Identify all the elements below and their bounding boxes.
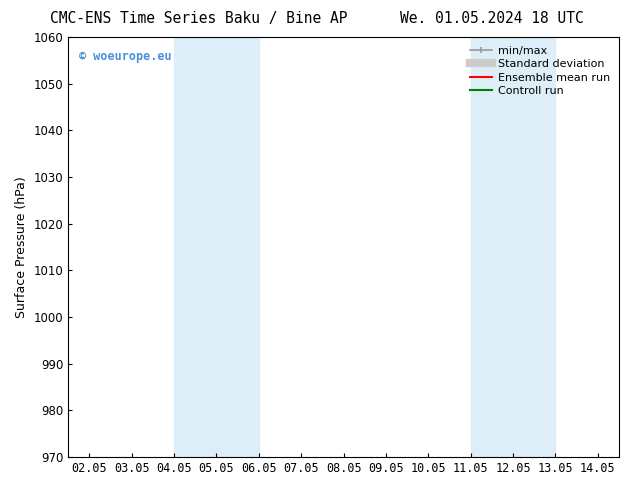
Text: CMC-ENS Time Series Baku / Bine AP      We. 01.05.2024 18 UTC: CMC-ENS Time Series Baku / Bine AP We. 0… [50, 11, 584, 26]
Legend: min/max, Standard deviation, Ensemble mean run, Controll run: min/max, Standard deviation, Ensemble me… [467, 43, 614, 99]
Y-axis label: Surface Pressure (hPa): Surface Pressure (hPa) [15, 176, 28, 318]
Text: © woeurope.eu: © woeurope.eu [79, 50, 172, 63]
Bar [470, 37, 555, 457]
Bar [174, 37, 259, 457]
